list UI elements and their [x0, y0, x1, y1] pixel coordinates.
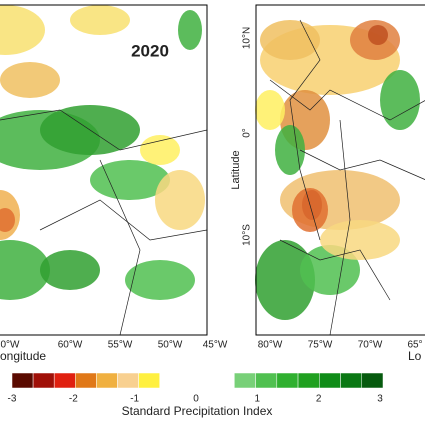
spi-patch [0, 62, 60, 98]
spi-patch [255, 240, 315, 320]
colorbar-box [96, 372, 118, 389]
x-axis-label: Lo [408, 349, 422, 363]
spi-patch [292, 188, 328, 232]
spi-patch [0, 208, 15, 232]
x-tick-label: 65° [407, 340, 422, 351]
spi-patch [0, 240, 50, 300]
colorbar-box [340, 372, 363, 389]
left-frame [0, 4, 208, 336]
spi-patch [0, 5, 45, 55]
x-tick-label: 80°W [258, 340, 283, 351]
spi-patch [380, 70, 420, 130]
boundary-line [39, 199, 208, 241]
spi-patch [260, 20, 320, 60]
x-tick-label: 75°W [308, 340, 333, 351]
spi-patch [255, 90, 285, 130]
spi-patch [140, 135, 180, 165]
colorbar-tick-label: 1 [255, 394, 261, 405]
colorbar-tick-label: 2 [316, 394, 322, 405]
boundary-line [0, 109, 208, 151]
colorbar-box [75, 372, 97, 389]
x-tick-label: 45°W [203, 340, 228, 351]
x-tick-label: 55°W [108, 340, 133, 351]
y-tick-label: 10°S [242, 224, 253, 246]
colorbar-tick-label: -2 [69, 394, 78, 405]
boundary-line [289, 19, 321, 241]
colorbar-title: Standard Precipitation Index [122, 404, 273, 418]
boundary-line [269, 79, 425, 121]
spi-patch [40, 250, 100, 290]
y-tick-label: 10°N [242, 27, 253, 49]
colorbar-box [234, 372, 256, 389]
spi-patch [320, 220, 400, 260]
colorbar-tick-label: 3 [377, 394, 383, 405]
colorbar-box [361, 372, 384, 389]
spi-patch [70, 5, 130, 35]
x-tick-label: 50°W [158, 340, 183, 351]
spi-patch [275, 125, 305, 175]
colorbar-box [11, 372, 34, 389]
spi-patch [368, 25, 388, 45]
right-frame [255, 4, 425, 336]
colorbar-box [32, 372, 55, 389]
panel-year: 2020 [131, 41, 169, 60]
colorbar-box [297, 372, 320, 389]
colorbar-tick-label: 0 [193, 394, 199, 405]
spi-patch [178, 10, 202, 50]
boundary-line [99, 159, 141, 336]
colorbar-box [255, 372, 278, 389]
colorbar-tick-label: -3 [8, 394, 17, 405]
colorbar-box [319, 372, 341, 389]
boundary-line [299, 149, 425, 180]
spi-patch [155, 170, 205, 230]
colorbar-box [117, 372, 139, 389]
spi-patch [90, 160, 170, 200]
spi-patch [125, 260, 195, 300]
boundary-line [279, 239, 391, 301]
x-tick-label: 70°W [358, 340, 383, 351]
y-axis-label: Latitude [230, 150, 242, 189]
y-tick-label: 0° [242, 128, 253, 138]
colorbar-tick-label: -1 [130, 394, 139, 405]
colorbar-box [138, 372, 160, 389]
boundary-line [329, 119, 351, 336]
x-tick-label: 60°W [58, 340, 83, 351]
x-tick-label: 0°W [1, 340, 21, 351]
maps [0, 5, 425, 336]
x-axis-label: ongitude [0, 349, 46, 363]
colorbar-box [53, 372, 76, 389]
colorbar-box [276, 372, 299, 389]
